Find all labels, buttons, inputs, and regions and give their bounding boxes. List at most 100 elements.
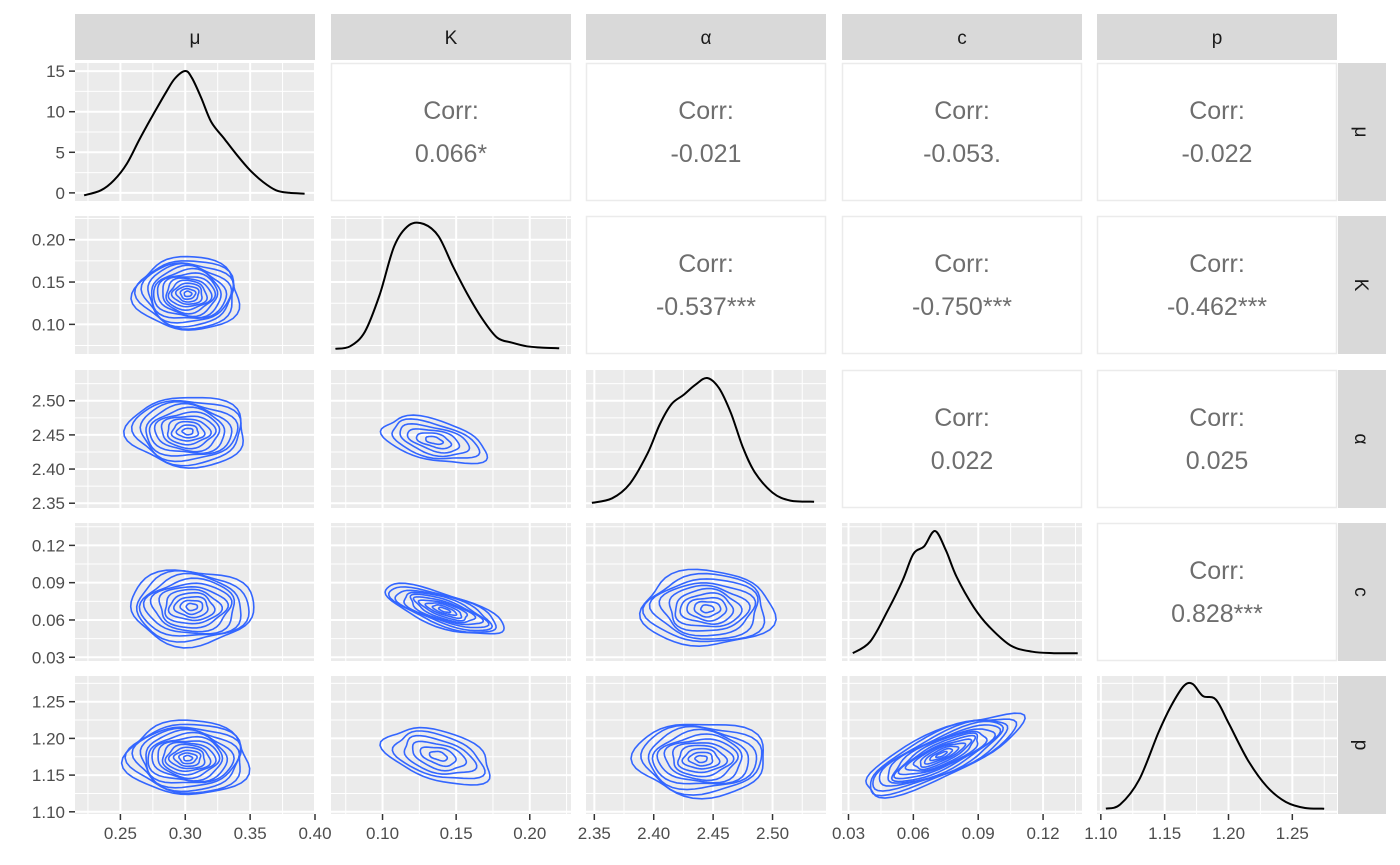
density-contour xyxy=(145,402,233,457)
density-contour xyxy=(172,749,202,768)
correlation-label: Corr: xyxy=(1189,404,1245,432)
panel-4-1 xyxy=(331,676,571,814)
density-contour xyxy=(145,728,235,784)
y-axis: 1.10 1.15 1.20 1.25 xyxy=(32,693,75,822)
x-tick-label: 0.06 xyxy=(897,824,930,843)
density-contour xyxy=(897,732,979,776)
density-contour xyxy=(679,592,735,626)
density-contour xyxy=(658,582,757,637)
density-contour xyxy=(167,591,216,622)
density-contour xyxy=(183,290,193,298)
panel-0-1: Corr: 0.066* xyxy=(330,62,572,202)
density-contour xyxy=(693,600,722,618)
panel-2-0 xyxy=(75,370,316,508)
correlation-panel xyxy=(1096,369,1338,509)
correlation-value: -0.022 xyxy=(1182,140,1253,168)
density-contour xyxy=(415,432,453,450)
panel-background xyxy=(586,370,826,508)
correlation-panel xyxy=(585,215,827,355)
density-contour xyxy=(399,422,471,458)
correlation-panel xyxy=(841,369,1083,509)
y-axis: 2.35 2.40 2.45 2.50 xyxy=(32,392,75,513)
panel-background xyxy=(586,523,826,661)
y-tick-label: 0.12 xyxy=(32,536,65,555)
column-strip-label: K xyxy=(445,28,458,49)
x-tick-label: 0.15 xyxy=(440,824,473,843)
x-tick-label: 0.25 xyxy=(104,824,137,843)
density-contour xyxy=(151,735,224,782)
row-strip: μ xyxy=(1338,63,1386,201)
x-tick-label: 0.30 xyxy=(169,824,202,843)
y-tick-label: 0 xyxy=(56,184,65,203)
density-contour xyxy=(387,586,497,634)
panel-4-0 xyxy=(75,676,316,814)
x-axis: 0.10 0.15 0.20 xyxy=(366,814,546,843)
density-contour xyxy=(379,414,489,465)
density-contour xyxy=(379,726,491,786)
y-tick-label: 0.15 xyxy=(32,273,65,292)
x-tick-label: 2.40 xyxy=(637,824,670,843)
density-contour xyxy=(674,587,743,628)
density-contour xyxy=(179,287,197,301)
density-contour xyxy=(157,740,221,780)
density-contour xyxy=(409,593,485,626)
strip-background xyxy=(842,14,1082,60)
density-contour xyxy=(406,428,461,454)
density-curve xyxy=(591,376,815,504)
density-contour xyxy=(179,599,204,616)
correlation-panel xyxy=(1096,522,1338,662)
panel-0-0 xyxy=(75,63,316,201)
density-contour xyxy=(167,746,206,770)
column-strip-label: p xyxy=(1212,28,1223,49)
density-contour xyxy=(139,727,241,789)
density-contour xyxy=(153,411,221,453)
panel-2-3: Corr: 0.022 xyxy=(841,369,1083,509)
density-contour xyxy=(923,745,960,765)
density-contour xyxy=(412,596,477,624)
density-contour xyxy=(150,264,228,320)
density-contour xyxy=(175,424,200,439)
panel-background xyxy=(331,676,571,814)
correlation-label: Corr: xyxy=(1189,557,1245,585)
y-tick-label: 0.03 xyxy=(32,648,65,667)
column-strip-label: α xyxy=(701,28,712,49)
density-contour xyxy=(676,744,729,774)
density-contour xyxy=(919,742,967,769)
correlation-panel xyxy=(1096,62,1338,202)
correlation-panel xyxy=(841,62,1083,202)
y-tick-label: 1.15 xyxy=(32,766,65,785)
correlation-label: Corr: xyxy=(678,97,734,125)
density-contour xyxy=(929,747,954,762)
x-axis: 0.25 0.30 0.35 0.40 xyxy=(104,814,332,843)
y-tick-label: 10 xyxy=(46,103,65,122)
x-axis: 0.03 0.06 0.09 0.12 xyxy=(832,814,1060,843)
density-curve xyxy=(852,530,1078,655)
panel-2-1 xyxy=(331,370,571,508)
correlation-label: Corr: xyxy=(423,97,479,125)
y-tick-label: 1.10 xyxy=(32,803,65,822)
correlation-label: Corr: xyxy=(934,97,990,125)
density-contour xyxy=(181,427,194,436)
density-contour xyxy=(872,718,1009,792)
correlation-label: Corr: xyxy=(1189,250,1245,278)
panel-background xyxy=(1097,676,1337,814)
column-strip: μ xyxy=(75,14,315,60)
density-contour xyxy=(147,262,233,324)
x-tick-label: 0.09 xyxy=(962,824,995,843)
correlation-value: -0.537*** xyxy=(656,293,756,321)
density-contour xyxy=(139,400,239,463)
row-strip-label: α xyxy=(1350,434,1371,445)
strip-background xyxy=(331,14,571,60)
y-tick-label: 1.25 xyxy=(32,693,65,712)
y-tick-label: 0.20 xyxy=(32,231,65,250)
density-contour xyxy=(681,747,721,770)
density-contour xyxy=(411,740,468,772)
correlation-panel xyxy=(841,215,1083,355)
density-contour xyxy=(431,603,458,617)
column-strip-label: μ xyxy=(190,28,201,49)
y-tick-label: 0.10 xyxy=(32,315,65,334)
x-tick-label: 2.35 xyxy=(578,824,611,843)
column-strip: α xyxy=(586,14,826,60)
density-contour xyxy=(699,604,715,614)
density-contour xyxy=(172,596,209,619)
